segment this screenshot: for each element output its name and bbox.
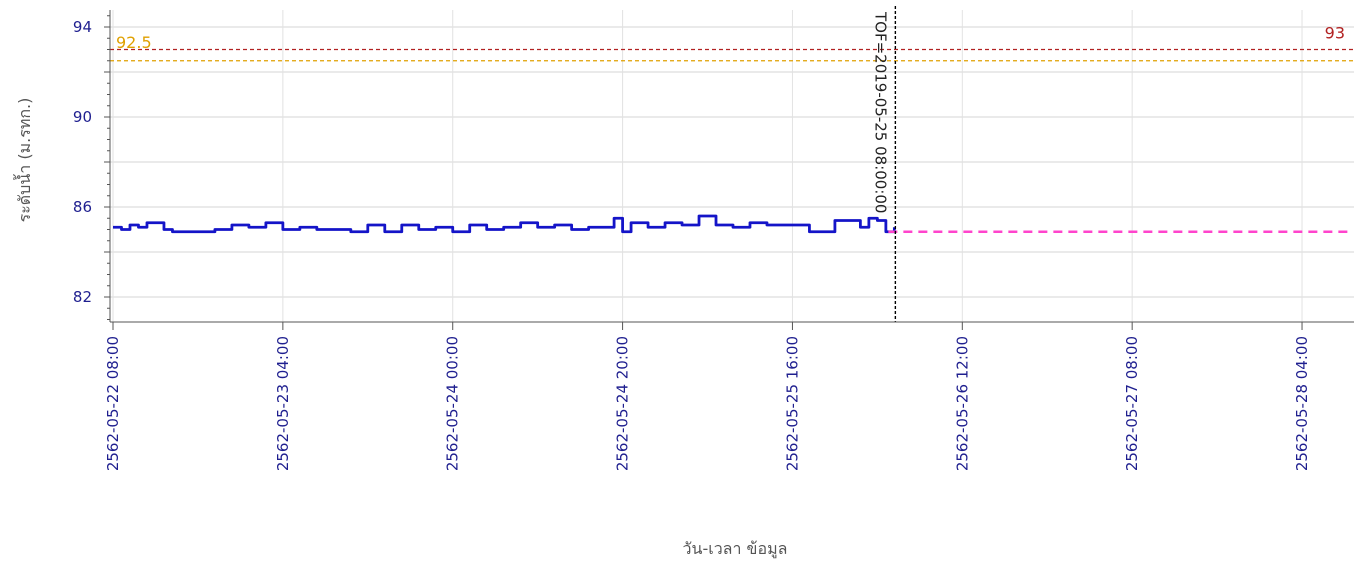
y-tick-label: 82 <box>73 288 92 306</box>
tof-marker: TOF=2019-05-25 08:00:00 <box>871 6 897 322</box>
grid <box>110 10 1354 322</box>
tof-label: TOF=2019-05-25 08:00:00 <box>871 11 889 213</box>
x-tick-label: 2562-05-24 20:00 <box>614 336 632 471</box>
x-tick-label: 2562-05-25 16:00 <box>783 336 801 471</box>
y-axis-title: ระดับน้ำ (ม.รทก.) <box>13 98 34 223</box>
reference-label: 93 <box>1325 24 1345 43</box>
y-tick-label: 90 <box>73 108 92 126</box>
x-axis-title: วัน-เวลา ข้อมูล <box>683 539 788 559</box>
y-tick-label: 86 <box>73 198 92 216</box>
reference-lines: 93 92.5 <box>110 24 1354 62</box>
x-tick-label: 2562-05-23 04:00 <box>274 336 292 471</box>
x-tick-label: 2562-05-26 12:00 <box>953 336 971 471</box>
observed-line <box>113 214 896 234</box>
axes: 82 86 90 94 2562-05-22 08:00 2562-05-23 04:00… <box>73 10 1354 471</box>
x-tick-label: 2562-05-27 08:00 <box>1123 336 1141 471</box>
x-tick-label: 2562-05-22 08:00 <box>104 336 122 471</box>
x-tick-label: 2562-05-28 04:00 <box>1293 336 1311 471</box>
reference-label: 92.5 <box>116 33 152 52</box>
y-tick-label: 94 <box>73 18 92 36</box>
x-tick-label: 2562-05-24 00:00 <box>444 336 462 471</box>
series <box>113 214 1352 234</box>
